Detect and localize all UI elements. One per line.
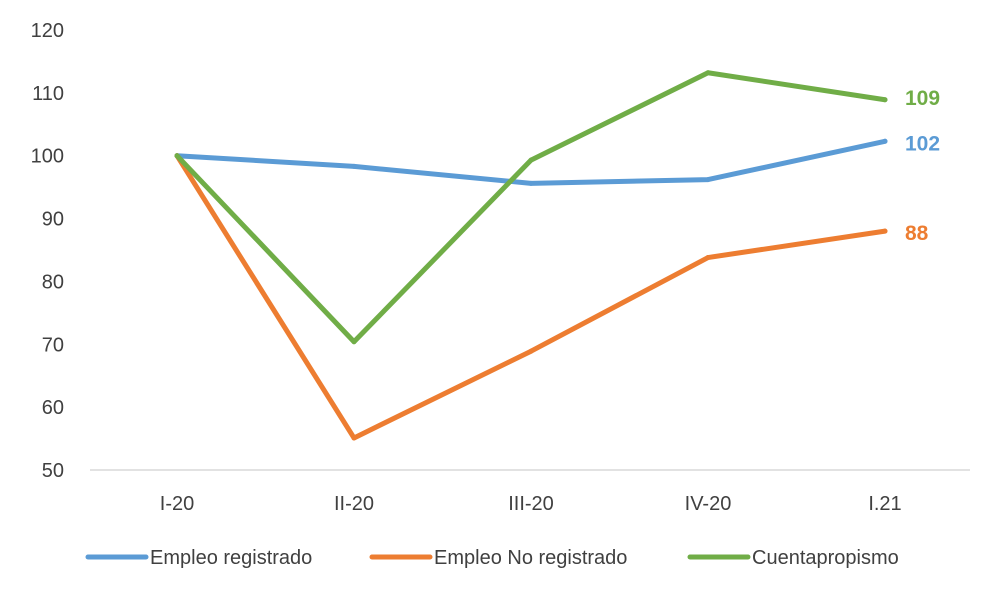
data-point: [705, 255, 711, 261]
data-point: [528, 157, 534, 163]
x-tick-label: II-20: [334, 493, 374, 515]
y-tick-label: 100: [31, 146, 64, 168]
y-tick-label: 90: [42, 209, 64, 231]
legend-label: Empleo registrado: [150, 547, 312, 569]
data-point: [882, 97, 888, 103]
end-value-label: 102: [905, 132, 940, 155]
series-line-1: [174, 153, 888, 441]
legend-label: Empleo No registrado: [434, 547, 627, 569]
y-tick-label: 80: [42, 271, 64, 293]
legend-label: Cuentapropismo: [752, 547, 899, 569]
data-point: [882, 138, 888, 144]
data-point: [351, 435, 357, 441]
data-point: [528, 348, 534, 354]
data-point: [351, 339, 357, 345]
x-tick-label: IV-20: [685, 493, 732, 515]
y-tick-label: 70: [42, 334, 64, 356]
y-tick-label: 50: [42, 460, 64, 482]
end-value-label: 88: [905, 222, 929, 245]
y-tick-label: 60: [42, 397, 64, 419]
x-tick-label: III-20: [508, 493, 554, 515]
data-point: [705, 177, 711, 183]
y-tick-label: 110: [32, 83, 64, 105]
x-tick-label: I.21: [868, 493, 901, 515]
x-tick-label: I-20: [160, 493, 194, 515]
data-point: [351, 163, 357, 169]
data-point: [705, 70, 711, 76]
data-point: [528, 180, 534, 186]
end-value-label: 109: [905, 87, 940, 110]
data-point: [174, 153, 180, 159]
data-point: [882, 228, 888, 234]
y-tick-label: 120: [31, 20, 64, 42]
series-line-2: [174, 70, 888, 345]
